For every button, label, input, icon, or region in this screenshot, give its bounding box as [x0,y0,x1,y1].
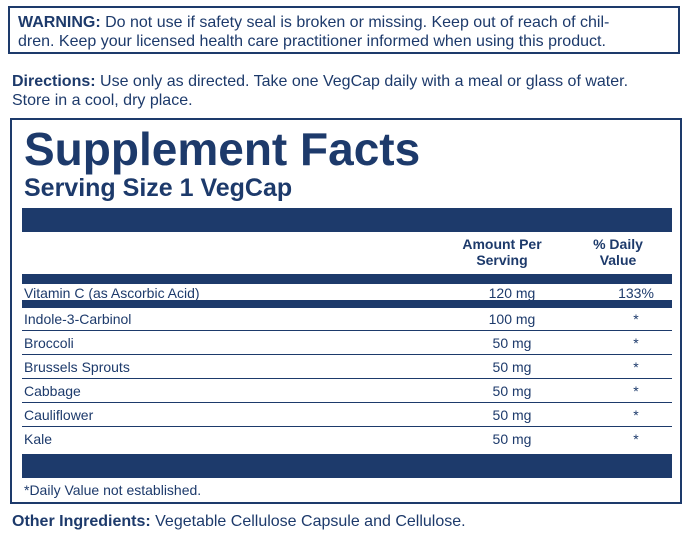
table-row: Kale 50 mg * [22,428,672,450]
table-row: Vitamin C (as Ascorbic Acid) 120 mg 133% [22,282,672,304]
nutrient-name: Brussels Sprouts [24,359,130,375]
nutrient-amount: 50 mg [492,431,532,447]
nutrient-daily-value: * [633,359,639,375]
nutrient-amount: 50 mg [492,335,532,351]
facts-title: Supplement Facts [24,123,421,175]
nutrient-amount: 50 mg [492,407,532,423]
table-row: Broccoli 50 mg * [22,332,672,355]
nutrient-name: Cauliflower [24,407,94,423]
nutrient-name: Kale [24,431,53,447]
directions-line-1: Directions: Use only as directed. Take o… [12,72,688,91]
supplement-facts-panel: Supplement Facts Serving Size 1 VegCap A… [10,118,682,504]
divider-thick-top [22,208,672,232]
table-row: Brussels Sprouts 50 mg * [22,356,672,379]
warning-text-2: dren. Keep your licensed health care pra… [18,33,606,50]
directions-text-1: Use only as directed. Take one VegCap da… [100,73,629,90]
header-amount-line-2: Serving [476,252,528,268]
table-row: Cauliflower 50 mg * [22,404,672,427]
warning-text-1: Do not use if safety seal is broken or m… [105,14,610,31]
warning-label: WARNING: [18,14,101,31]
nutrient-daily-value: 133% [618,285,654,301]
nutrient-name: Indole-3-Carbinol [24,311,132,327]
other-ingredients: Other Ingredients: Vegetable Cellulose C… [12,512,466,531]
nutrient-daily-value: * [633,311,639,327]
divider-vitamin [22,300,672,308]
nutrient-daily-value: * [633,431,639,447]
table-row: Cabbage 50 mg * [22,380,672,403]
footnote: *Daily Value not established. [24,482,202,498]
directions-text-2: Store in a cool, dry place. [12,92,193,109]
divider-header [22,274,672,284]
header-amount-line-1: Amount Per [462,236,542,252]
table-row: Indole-3-Carbinol 100 mg * [22,308,672,331]
nutrient-name: Broccoli [24,335,74,351]
directions-label: Directions: [12,73,96,90]
header-amount-per-serving: Amount Per Serving [442,236,562,268]
nutrient-daily-value: * [633,383,639,399]
nutrient-name: Cabbage [24,383,81,399]
warning-line-1: WARNING: Do not use if safety seal is br… [18,13,670,32]
nutrient-daily-value: * [633,407,639,423]
nutrient-name: Vitamin C (as Ascorbic Acid) [24,285,200,301]
other-ingredients-text: Vegetable Cellulose Capsule and Cellulos… [155,513,466,530]
nutrient-amount: 120 mg [488,285,536,301]
nutrient-amount: 50 mg [492,359,532,375]
directions: Directions: Use only as directed. Take o… [12,72,688,110]
header-dv-line-2: Value [599,252,637,268]
nutrient-daily-value: * [633,335,639,351]
nutrient-amount: 100 mg [488,311,536,327]
serving-size: Serving Size 1 VegCap [24,174,293,202]
other-ingredients-label: Other Ingredients: [12,513,151,530]
divider-thick-bottom [22,454,672,478]
header-dv-line-1: % Daily [593,236,643,252]
warning-box: WARNING: Do not use if safety seal is br… [8,6,680,54]
header-daily-value: % Daily Value [568,236,668,268]
nutrient-amount: 50 mg [492,383,532,399]
